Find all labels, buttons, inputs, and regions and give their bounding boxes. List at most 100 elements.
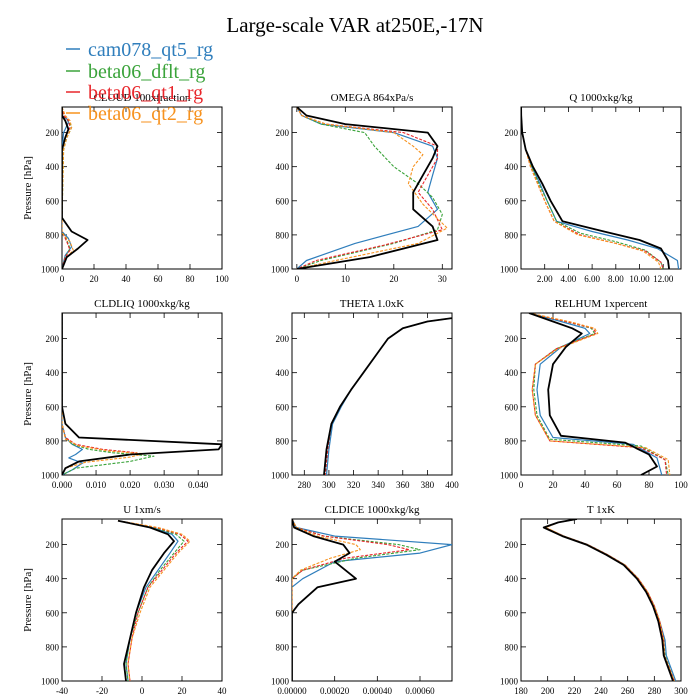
y-tick-label: 200 (276, 540, 290, 550)
x-tick-label: 360 (396, 480, 410, 490)
y-tick-label: 600 (46, 196, 60, 206)
y-tick-label: 400 (505, 368, 519, 378)
series-line (542, 519, 674, 681)
legend-label: cam078_qt5_rg (88, 39, 213, 61)
x-tick-label: 60 (154, 274, 164, 284)
x-tick-label: 0.010 (86, 480, 107, 490)
plot-frame (520, 518, 682, 682)
series-line (62, 107, 89, 269)
y-tick-label: 600 (46, 402, 60, 412)
series-line (544, 519, 675, 681)
x-tick-label: 0 (295, 274, 300, 284)
plot-frame (520, 106, 682, 270)
y-tick-label: 600 (276, 402, 290, 412)
x-tick-label: 340 (371, 480, 385, 490)
legend-item: beta06_dflt_rg (66, 61, 205, 83)
plot-frame (520, 312, 682, 476)
plot-frame (291, 106, 453, 270)
series-line (62, 313, 222, 475)
panel-title: Q 1000xkg/kg (569, 92, 633, 104)
y-tick-label: 800 (505, 642, 519, 652)
series-line (545, 519, 675, 681)
panel-title: CLDICE 1000xkg/kg (324, 504, 420, 516)
y-tick-label: 400 (276, 574, 290, 584)
x-tick-label: 40 (218, 686, 228, 696)
series-line (528, 313, 671, 475)
x-tick-label: 6.00 (584, 274, 600, 284)
y-tick-label: 400 (46, 368, 60, 378)
plot-frame (291, 312, 453, 476)
panel-title: RELHUM 1xpercent (555, 298, 648, 310)
series-line (292, 519, 361, 681)
x-tick-label: 0 (519, 480, 524, 490)
x-tick-label: 10 (341, 274, 351, 284)
series-line (292, 519, 421, 681)
y-tick-label: 600 (505, 196, 519, 206)
series-line (117, 519, 175, 681)
x-tick-label: 20 (178, 686, 188, 696)
legend-item: beta06_qt2_rg (66, 103, 203, 125)
x-tick-label: 4.00 (561, 274, 577, 284)
y-tick-label: 600 (276, 196, 290, 206)
y-tick-label: 1000 (41, 471, 60, 481)
x-tick-label: 320 (347, 480, 361, 490)
y-tick-label: 600 (276, 608, 290, 618)
series-line (62, 313, 84, 475)
x-tick-label: 20 (549, 480, 559, 490)
x-tick-label: 100 (215, 274, 229, 284)
plot-frame (61, 518, 223, 682)
x-tick-label: 40 (122, 274, 132, 284)
x-tick-label: 0.000 (52, 480, 73, 490)
x-tick-label: 80 (186, 274, 196, 284)
series-line (521, 107, 670, 269)
x-tick-label: 0.00040 (363, 686, 393, 696)
series-line (324, 317, 452, 475)
series-line (117, 520, 185, 681)
x-tick-label: 0 (60, 274, 65, 284)
x-tick-label: 240 (594, 686, 608, 696)
x-tick-label: 220 (568, 686, 582, 696)
y-tick-label: 400 (505, 574, 519, 584)
x-tick-label: 12.00 (653, 274, 674, 284)
x-tick-label: 0 (140, 686, 145, 696)
series-line (117, 520, 179, 681)
chart-panel: CLDLIQ 1000xkg/kg Pressure [hPa] 200 400 600… (22, 298, 223, 490)
series-line (323, 317, 452, 475)
y-tick-label: 1000 (500, 265, 519, 275)
series-line (62, 313, 145, 475)
panel-title: U 1xm/s (123, 504, 161, 516)
x-tick-label: 280 (298, 480, 312, 490)
x-tick-label: 300 (674, 686, 688, 696)
y-tick-label: 1000 (41, 265, 60, 275)
y-tick-label: 1000 (271, 265, 290, 275)
x-tick-label: 100 (674, 480, 688, 490)
series-line (325, 317, 452, 475)
y-tick-label: 1000 (500, 471, 519, 481)
legend-item: cam078_qt5_rg (66, 39, 213, 61)
y-tick-label: 400 (276, 368, 290, 378)
x-tick-label: 2.00 (537, 274, 553, 284)
x-tick-label: 0.00020 (320, 686, 350, 696)
series-line (296, 107, 439, 269)
y-tick-label: 200 (505, 334, 519, 344)
series-line (296, 107, 448, 269)
panel-title: CLDLIQ 1000xkg/kg (94, 298, 190, 310)
series-line (296, 107, 439, 269)
x-tick-label: -40 (56, 686, 68, 696)
y-tick-label: 200 (46, 334, 60, 344)
x-tick-label: 8.00 (608, 274, 624, 284)
y-tick-label: 1000 (500, 677, 519, 687)
x-tick-label: 0.040 (188, 480, 209, 490)
series-line (544, 519, 675, 681)
x-tick-label: 0.020 (120, 480, 141, 490)
x-tick-label: 0.030 (154, 480, 175, 490)
y-tick-label: 200 (505, 540, 519, 550)
chart-panel: THETA 1.0xK 200 400 600 800 1000 280 300 320 340 3… (271, 298, 459, 490)
series-line (296, 107, 443, 269)
